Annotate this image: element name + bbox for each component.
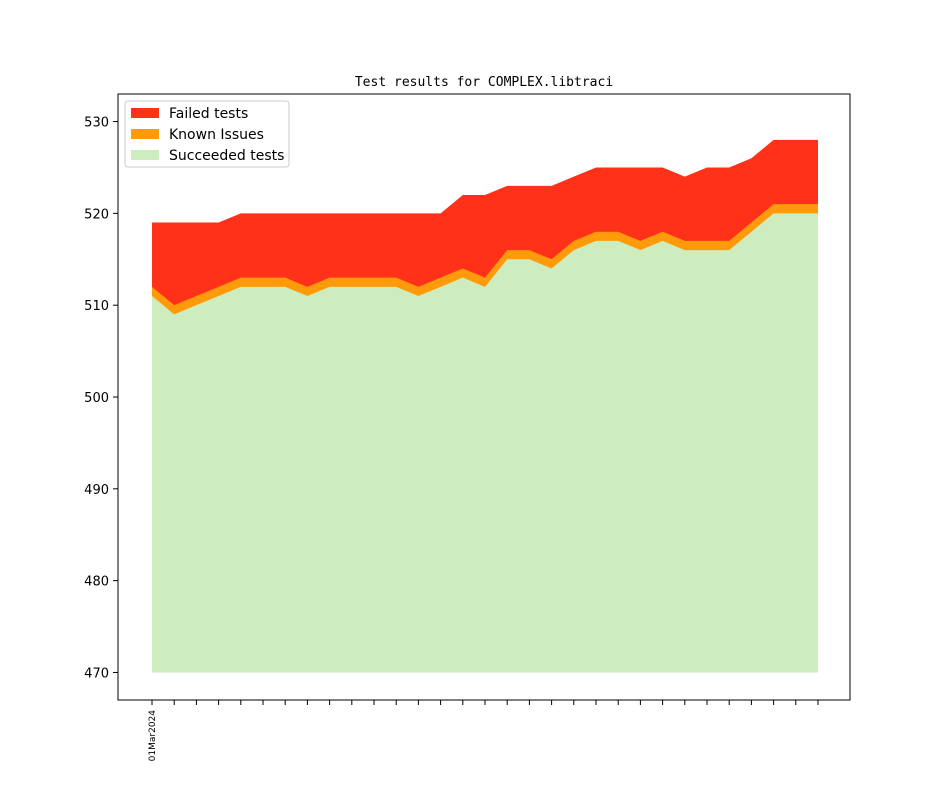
chart-title: Test results for COMPLEX.libtraci [355, 75, 613, 90]
y-tick-label: 510 [84, 299, 109, 314]
legend-label: Failed tests [169, 106, 248, 122]
area-succeeded-tests [152, 213, 818, 673]
y-tick-label: 470 [84, 666, 109, 681]
y-axis: 470 480 490 500 510 520 530 [84, 116, 118, 681]
y-tick-label: 500 [84, 391, 109, 406]
legend-swatch [131, 108, 159, 118]
y-tick-label: 480 [84, 575, 109, 590]
legend-swatch [131, 150, 159, 160]
legend-box [124, 100, 290, 168]
y-tick-label: 520 [84, 207, 109, 222]
x-tick-label: 01Mar2024 [148, 710, 158, 762]
legend-label: Known Issues [169, 127, 264, 143]
legend: Failed tests Known Issues Succeeded tests [124, 100, 290, 168]
legend-swatch [131, 129, 159, 139]
y-tick-label: 490 [84, 483, 109, 498]
x-axis: 01Mar2024 [148, 700, 819, 762]
y-tick-label: 530 [84, 116, 109, 131]
stacked-areas [152, 139, 818, 673]
legend-label: Succeeded tests [169, 148, 284, 164]
